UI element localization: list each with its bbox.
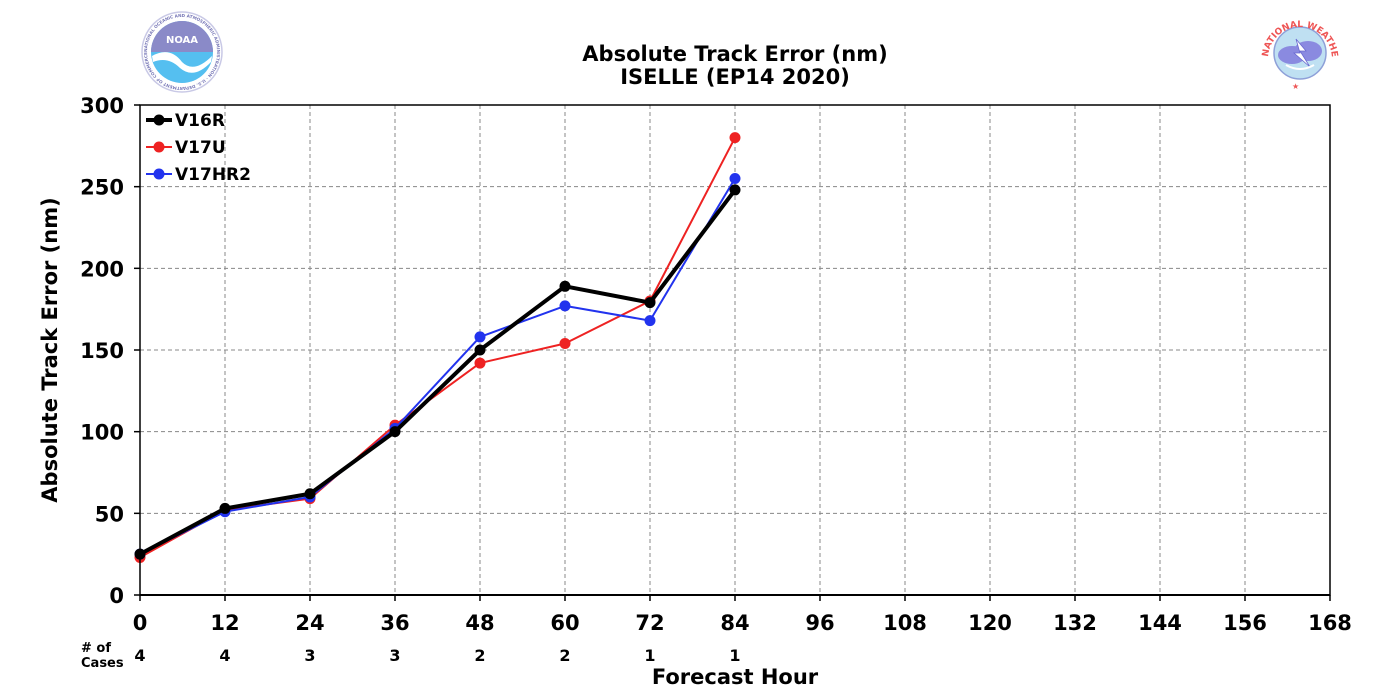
cases-label-line-2: Cases [81, 656, 124, 671]
x-tick-label: 12 [210, 611, 239, 635]
series-v16r [134, 184, 741, 560]
case-count: 1 [729, 646, 740, 665]
legend-swatch-marker [153, 141, 165, 153]
noaa-logo-icon: NOAA NATIONAL OCEANIC AND ATMOSPHERIC AD… [141, 11, 223, 93]
chart-subtitle: ISELLE (EP14 2020) [620, 65, 850, 89]
x-tick-label: 108 [883, 611, 927, 635]
nws-star-icon: ★ [1292, 82, 1299, 91]
legend: V16R V17U V17HR2 [146, 111, 251, 185]
x-tick-label: 156 [1223, 611, 1267, 635]
y-axis-label: Absolute Track Error (nm) [38, 197, 62, 502]
case-count: 2 [474, 646, 485, 665]
legend-swatch-marker [153, 114, 165, 126]
chart-title: Absolute Track Error (nm) [582, 42, 887, 66]
y-tick-label: 250 [80, 176, 124, 200]
data-point [559, 300, 571, 312]
noaa-logo-text: NOAA [166, 35, 198, 46]
series-layer [134, 132, 741, 563]
y-tick-label: 0 [109, 584, 124, 608]
data-point [559, 337, 571, 349]
legend-swatch-marker [153, 168, 165, 180]
x-tick-label: 48 [465, 611, 494, 635]
data-point [644, 315, 656, 327]
y-tick-label: 100 [80, 421, 124, 445]
data-point [729, 184, 741, 196]
data-point [729, 173, 741, 184]
cases-row: 4 4 3 3 2 2 1 1 [134, 646, 740, 665]
data-point [389, 426, 401, 438]
data-point [474, 357, 486, 369]
x-axis-label: Forecast Hour [652, 665, 819, 689]
cases-label: # of Cases [81, 641, 124, 671]
nws-logo-icon: NATIONAL WEATHER SERVICE ★ [1261, 15, 1339, 91]
data-point [219, 502, 231, 514]
legend-label: V17HR2 [175, 165, 251, 185]
case-count: 3 [304, 646, 315, 665]
case-count: 4 [219, 646, 230, 665]
x-axis-ticks: 0 12 24 36 48 60 72 84 96 108 120 132 144 156 168 [133, 595, 1352, 635]
x-tick-label: 72 [635, 611, 664, 635]
legend-item-v17u: V17U [146, 138, 226, 158]
case-count: 3 [389, 646, 400, 665]
y-tick-label: 50 [95, 502, 124, 526]
x-tick-label: 120 [968, 611, 1012, 635]
data-point [559, 280, 571, 292]
series-line [139, 188, 737, 556]
data-point [474, 331, 486, 343]
y-tick-label: 300 [80, 94, 124, 118]
series-line [139, 137, 736, 559]
legend-label: V16R [175, 111, 225, 131]
case-count: 4 [134, 646, 145, 665]
x-tick-label: 96 [805, 611, 834, 635]
y-tick-label: 150 [80, 339, 124, 363]
x-tick-label: 0 [133, 611, 148, 635]
x-tick-label: 24 [295, 611, 324, 635]
legend-item-v16r: V16R [146, 111, 225, 131]
legend-item-v17hr2: V17HR2 [146, 165, 251, 185]
x-tick-label: 36 [380, 611, 409, 635]
case-count: 1 [644, 646, 655, 665]
data-point [729, 132, 741, 144]
case-count: 2 [559, 646, 570, 665]
data-point [304, 488, 316, 500]
x-tick-label: 60 [550, 611, 579, 635]
x-tick-label: 84 [720, 611, 749, 635]
series-line [139, 177, 736, 556]
y-axis-ticks: 0 50 100 150 200 250 300 [80, 94, 140, 608]
data-point [474, 344, 486, 356]
y-tick-label: 200 [80, 257, 124, 281]
legend-label: V17U [175, 138, 226, 158]
x-tick-label: 144 [1138, 611, 1182, 635]
data-point [644, 297, 656, 309]
x-tick-label: 168 [1308, 611, 1352, 635]
cases-label-line-1: # of [81, 641, 111, 656]
x-tick-label: 132 [1053, 611, 1097, 635]
